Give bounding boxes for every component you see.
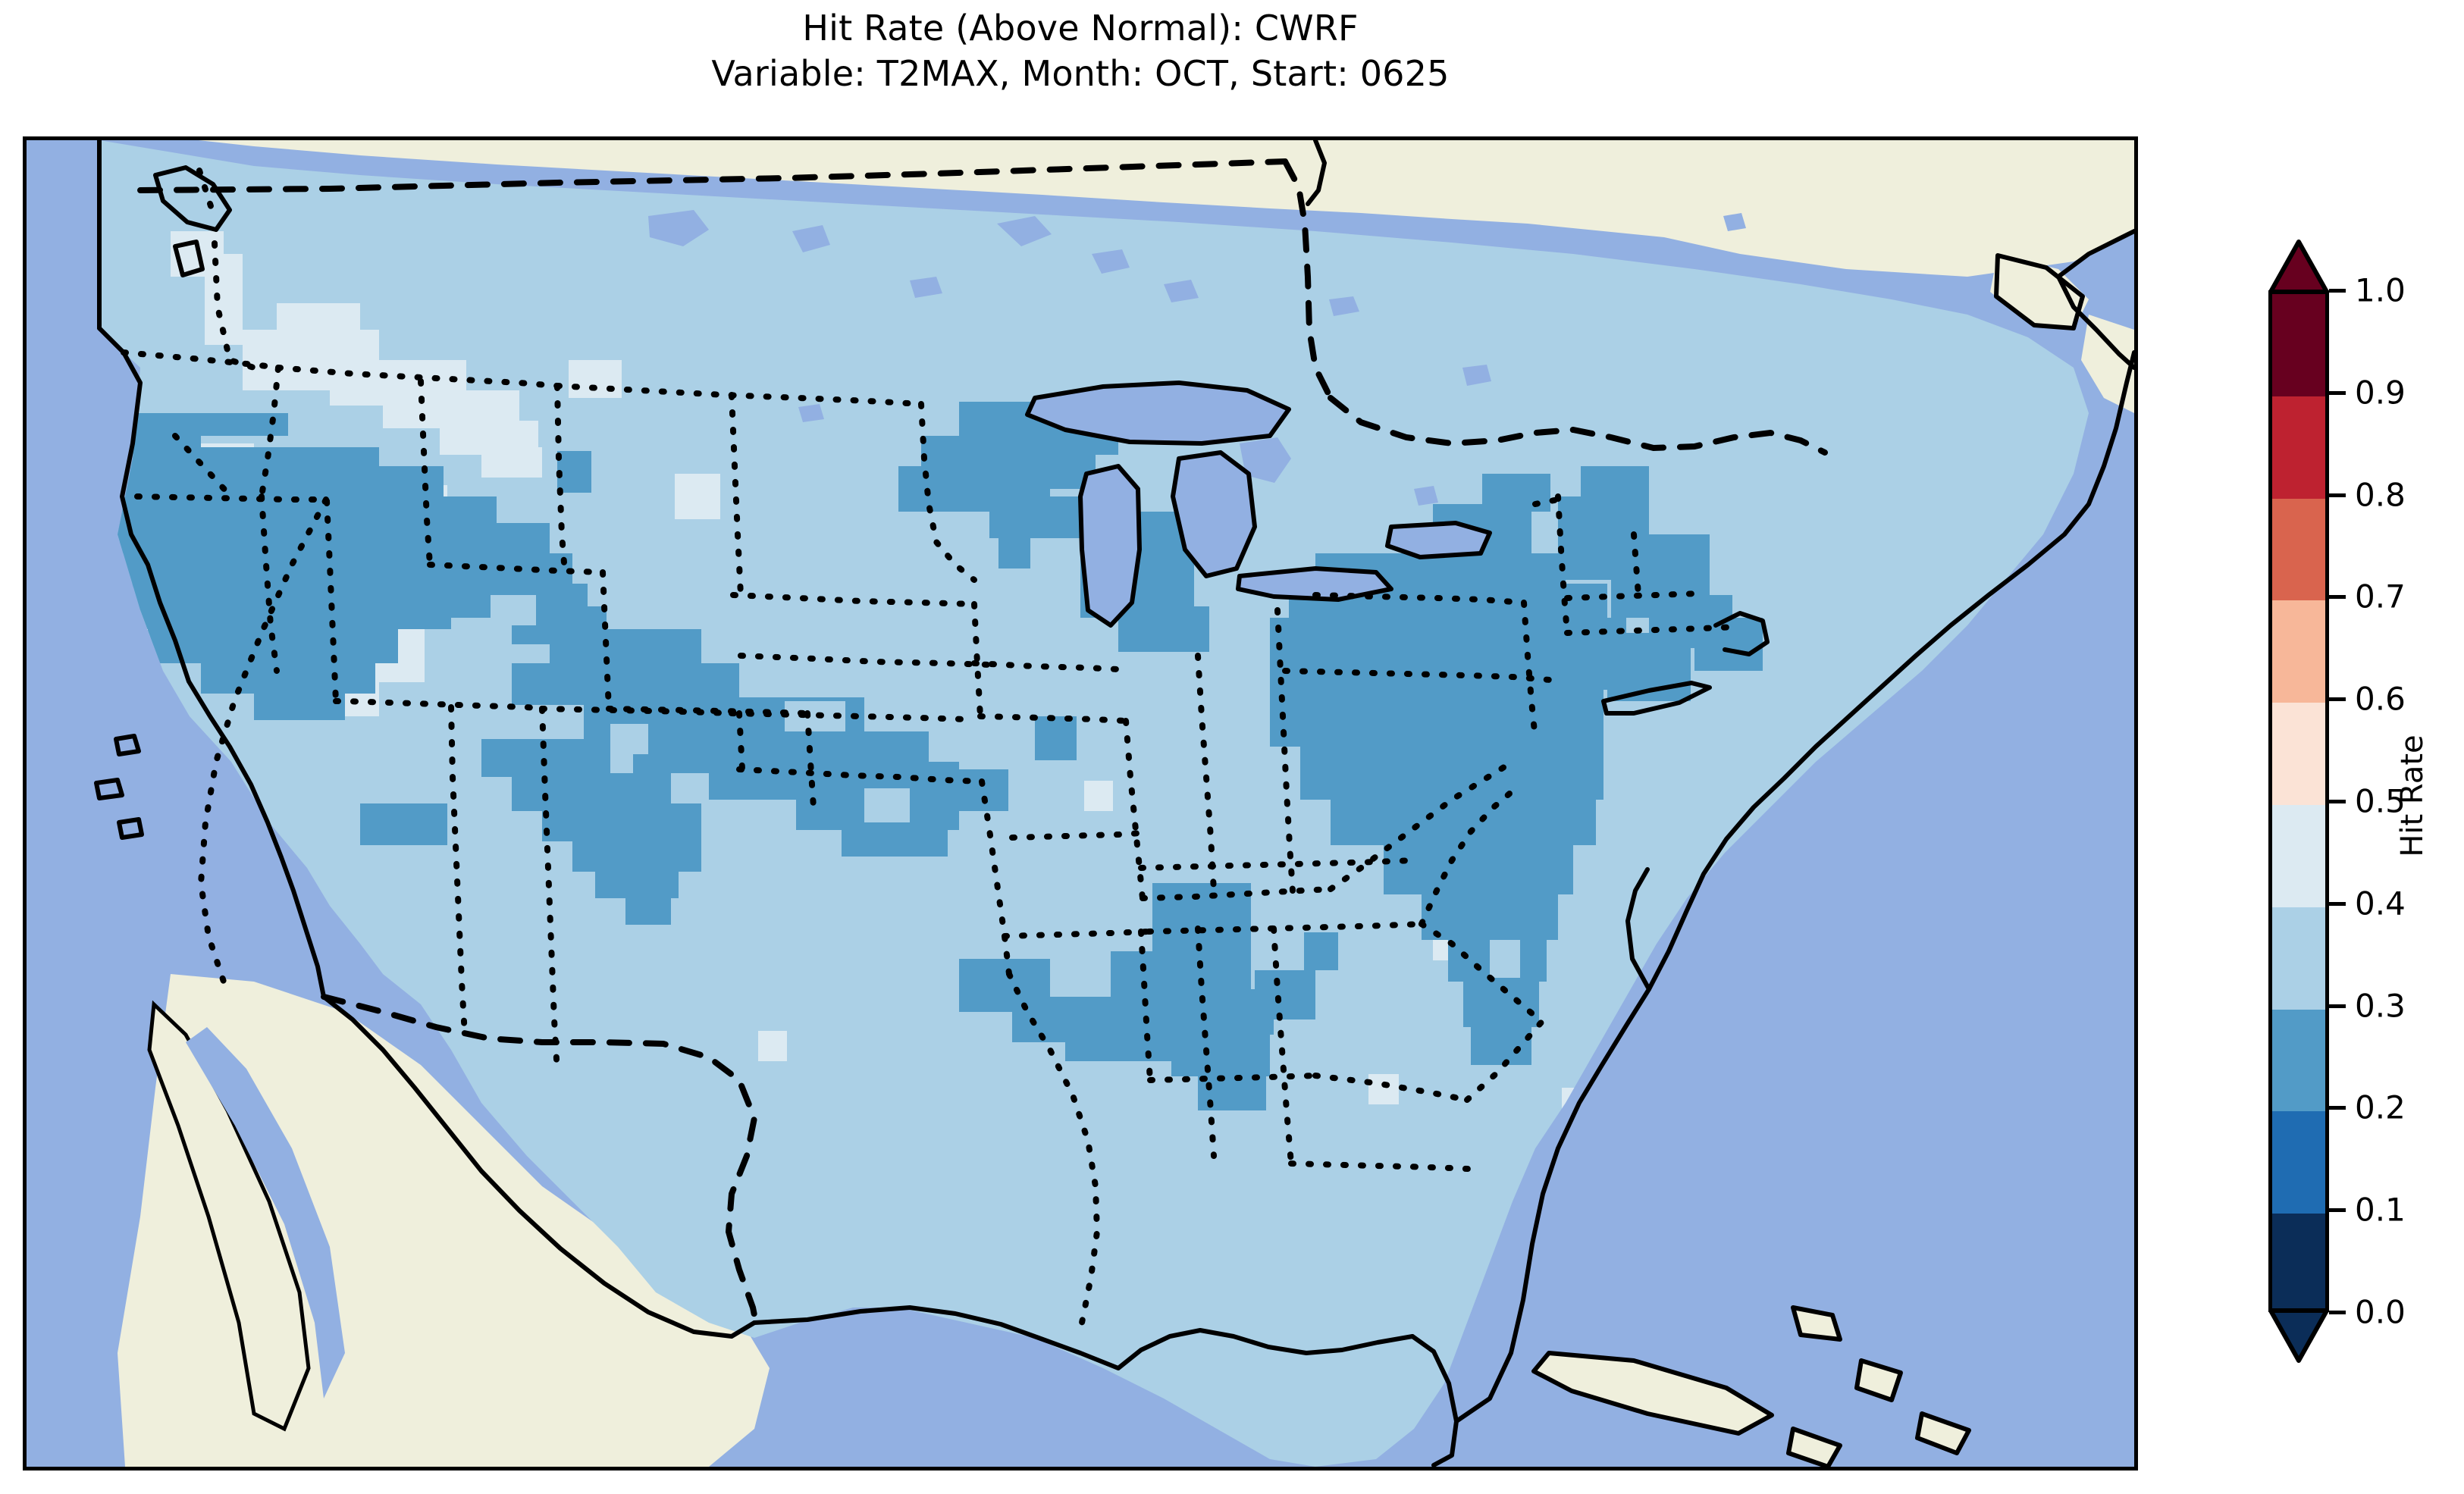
title-line-2: Variable: T2MAX, Month: OCT, Start: 0625 [711,52,1450,94]
colorbar-segment [2272,1009,2325,1112]
colorbar-tick [2329,493,2346,497]
figure-title: Hit Rate (Above Normal): CWRF Variable: … [0,6,2161,97]
state-borders [121,168,1740,1326]
colorbar-segment [2272,294,2325,397]
colorbar-segment [2272,1214,2325,1317]
colorbar-gradient[interactable] [2268,290,2329,1317]
country-border [137,158,1828,1326]
colorbar: 1.0 0.9 0.8 0.7 0.6 0.5 0.4 0.3 0.2 0.1 0.0 Hit Ra… [2264,227,2464,1364]
colorbar-tick-label: 0.8 [2355,476,2406,514]
colorbar-tick [2329,901,2346,906]
colorbar-tick-label: 1.0 [2355,271,2406,309]
colorbar-tick [2329,800,2346,803]
map-axes [23,136,2138,1471]
colorbar-tick [2329,1004,2346,1008]
colorbar-segment [2272,703,2325,806]
colorbar-tick [2329,595,2346,600]
conus-hit-rate-map [27,140,2134,1467]
colorbar-segment [2272,1111,2325,1214]
colorbar-tick-label: 0.3 [2355,987,2406,1025]
colorbar-tick-label: 0.0 [2355,1293,2406,1331]
colorbar-tick [2329,1208,2346,1213]
colorbar-tick [2329,289,2346,293]
colorbar-tick-label: 0.5 [2355,782,2406,820]
map-outlines [94,140,2134,1467]
colorbar-extend-min-arrow [2268,1308,2329,1363]
colorbar-segment [2272,805,2325,908]
colorbar-axis-label: Hit Rate [2395,734,2430,857]
colorbar-tick [2329,697,2346,702]
colorbar-tick-label: 0.6 [2355,680,2406,718]
great-lakes-layer [648,210,1746,625]
colorbar-extend-max-arrow [2268,240,2329,294]
colorbar-tick-label: 0.9 [2355,374,2406,412]
colorbar-segment [2272,600,2325,703]
colorbar-tick-label: 0.2 [2355,1088,2406,1126]
title-line-1: Hit Rate (Above Normal): CWRF [802,8,1359,49]
colorbar-segment [2272,498,2325,601]
colorbar-tick-label: 0.1 [2355,1191,2406,1229]
colorbar-tick-label: 0.7 [2355,578,2406,615]
colorbar-tick-label: 0.4 [2355,885,2406,922]
colorbar-tick [2329,390,2346,395]
colorbar-tick [2329,1311,2346,1314]
colorbar-segment [2272,396,2325,500]
colorbar-segment [2272,907,2325,1010]
colorbar-tick [2329,1106,2346,1110]
